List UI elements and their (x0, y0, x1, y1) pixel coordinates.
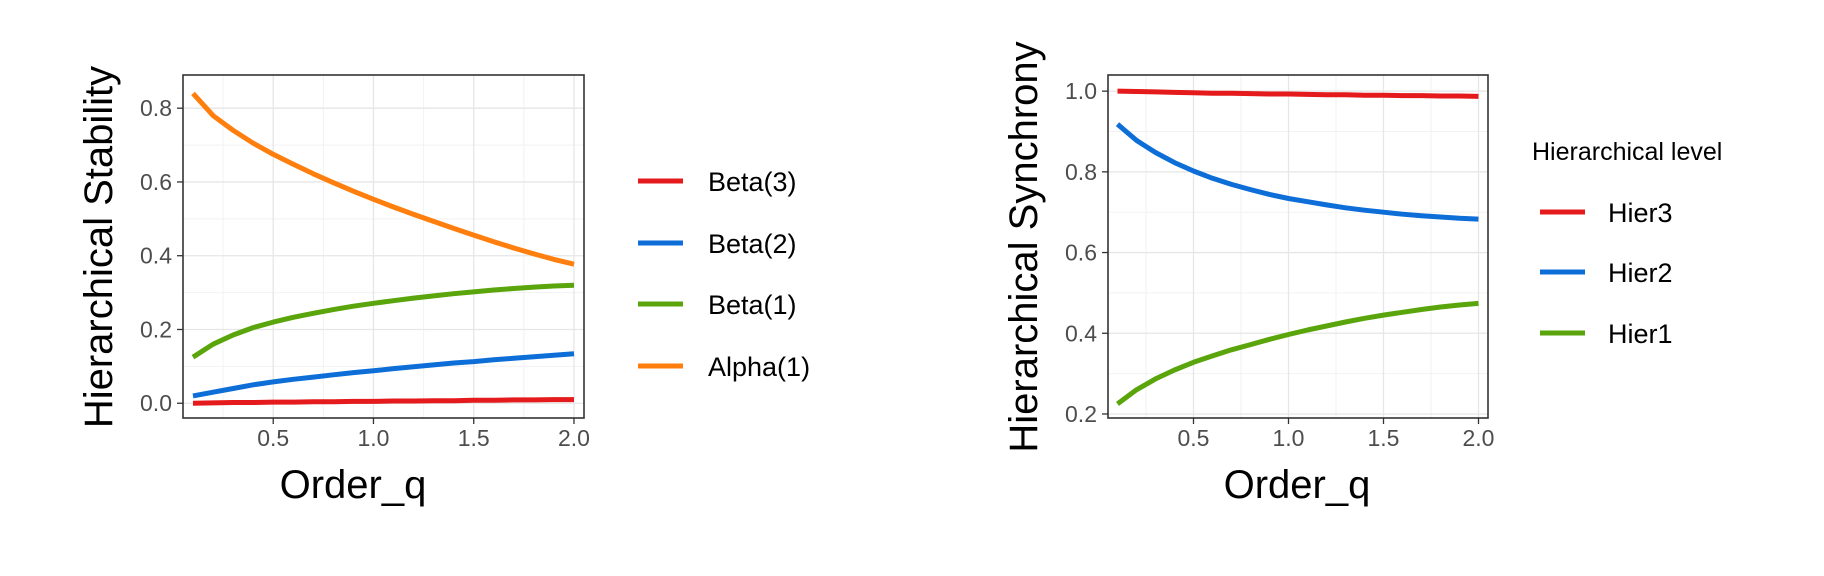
x-tick-label: 1.5 (1368, 425, 1400, 451)
y-tick-label: 0.2 (140, 316, 172, 342)
y-tick-label: 0.4 (1065, 320, 1097, 346)
y-tick-label: 0.2 (1065, 401, 1097, 427)
y-tick-label: 1.0 (1065, 78, 1097, 104)
series-line-beta-1 (191, 282, 575, 360)
legend-label-beta-3: Beta(3) (708, 167, 797, 197)
y-tick-label: 0.4 (140, 243, 172, 269)
legend-label-beta-2: Beta(2) (708, 229, 797, 259)
x-tick-label: 1.0 (1273, 425, 1305, 451)
series-line-beta-2 (192, 351, 575, 399)
legend-title: Hierarchical level (1532, 138, 1722, 166)
y-tick-label: 0.8 (1065, 159, 1097, 185)
y-tick-label: 0.6 (1065, 240, 1097, 266)
y-axis-title: Hierarchical Synchrony (1002, 41, 1046, 452)
x-tick-label: 2.0 (1463, 425, 1495, 451)
x-tick-label: 2.0 (558, 425, 590, 451)
panel-border (1107, 74, 1489, 419)
legend-label-hier1: Hier1 (1608, 319, 1673, 349)
series-line-hier2 (1115, 122, 1479, 222)
series-line-hier3 (1117, 88, 1479, 99)
panel-border (182, 74, 585, 419)
y-axis-title: Hierarchical Stability (77, 66, 121, 428)
series-line-hier1 (1116, 300, 1479, 406)
x-axis-title: Order_q (1224, 463, 1371, 507)
y-tick-label: 0.8 (140, 95, 172, 121)
x-tick-label: 1.5 (458, 425, 490, 451)
y-tick-label: 0.6 (140, 169, 172, 195)
series-line-beta-3 (192, 397, 574, 406)
legend: Hierarchical level Hier3 Hier2 Hier1 (1532, 138, 1722, 349)
series-line-alpha-1 (191, 91, 575, 267)
x-tick-label: 0.5 (1178, 425, 1210, 451)
legend: Beta(3) Beta(2) Beta(1) Alpha(1) (638, 167, 810, 382)
chart-panel-1: 0.5 1.0 1.5 2.0 0.0 0.2 0.4 0.6 0.8 Order_q Hierar… (77, 66, 810, 507)
y-tick-label: 0.0 (140, 390, 172, 416)
legend-label-hier3: Hier3 (1608, 198, 1673, 228)
x-axis-title: Order_q (280, 463, 427, 507)
x-tick-label: 0.5 (257, 425, 289, 451)
legend-label-beta-1: Beta(1) (708, 290, 797, 320)
chart-panel-2: 0.5 1.0 1.5 2.0 0.2 0.4 0.6 0.8 1.0 Order_q Hierar… (1002, 41, 1722, 507)
legend-label-hier2: Hier2 (1608, 258, 1673, 288)
plot-area (1108, 75, 1488, 418)
legend-label-alpha-1: Alpha(1) (708, 352, 810, 382)
x-tick-label: 1.0 (357, 425, 389, 451)
